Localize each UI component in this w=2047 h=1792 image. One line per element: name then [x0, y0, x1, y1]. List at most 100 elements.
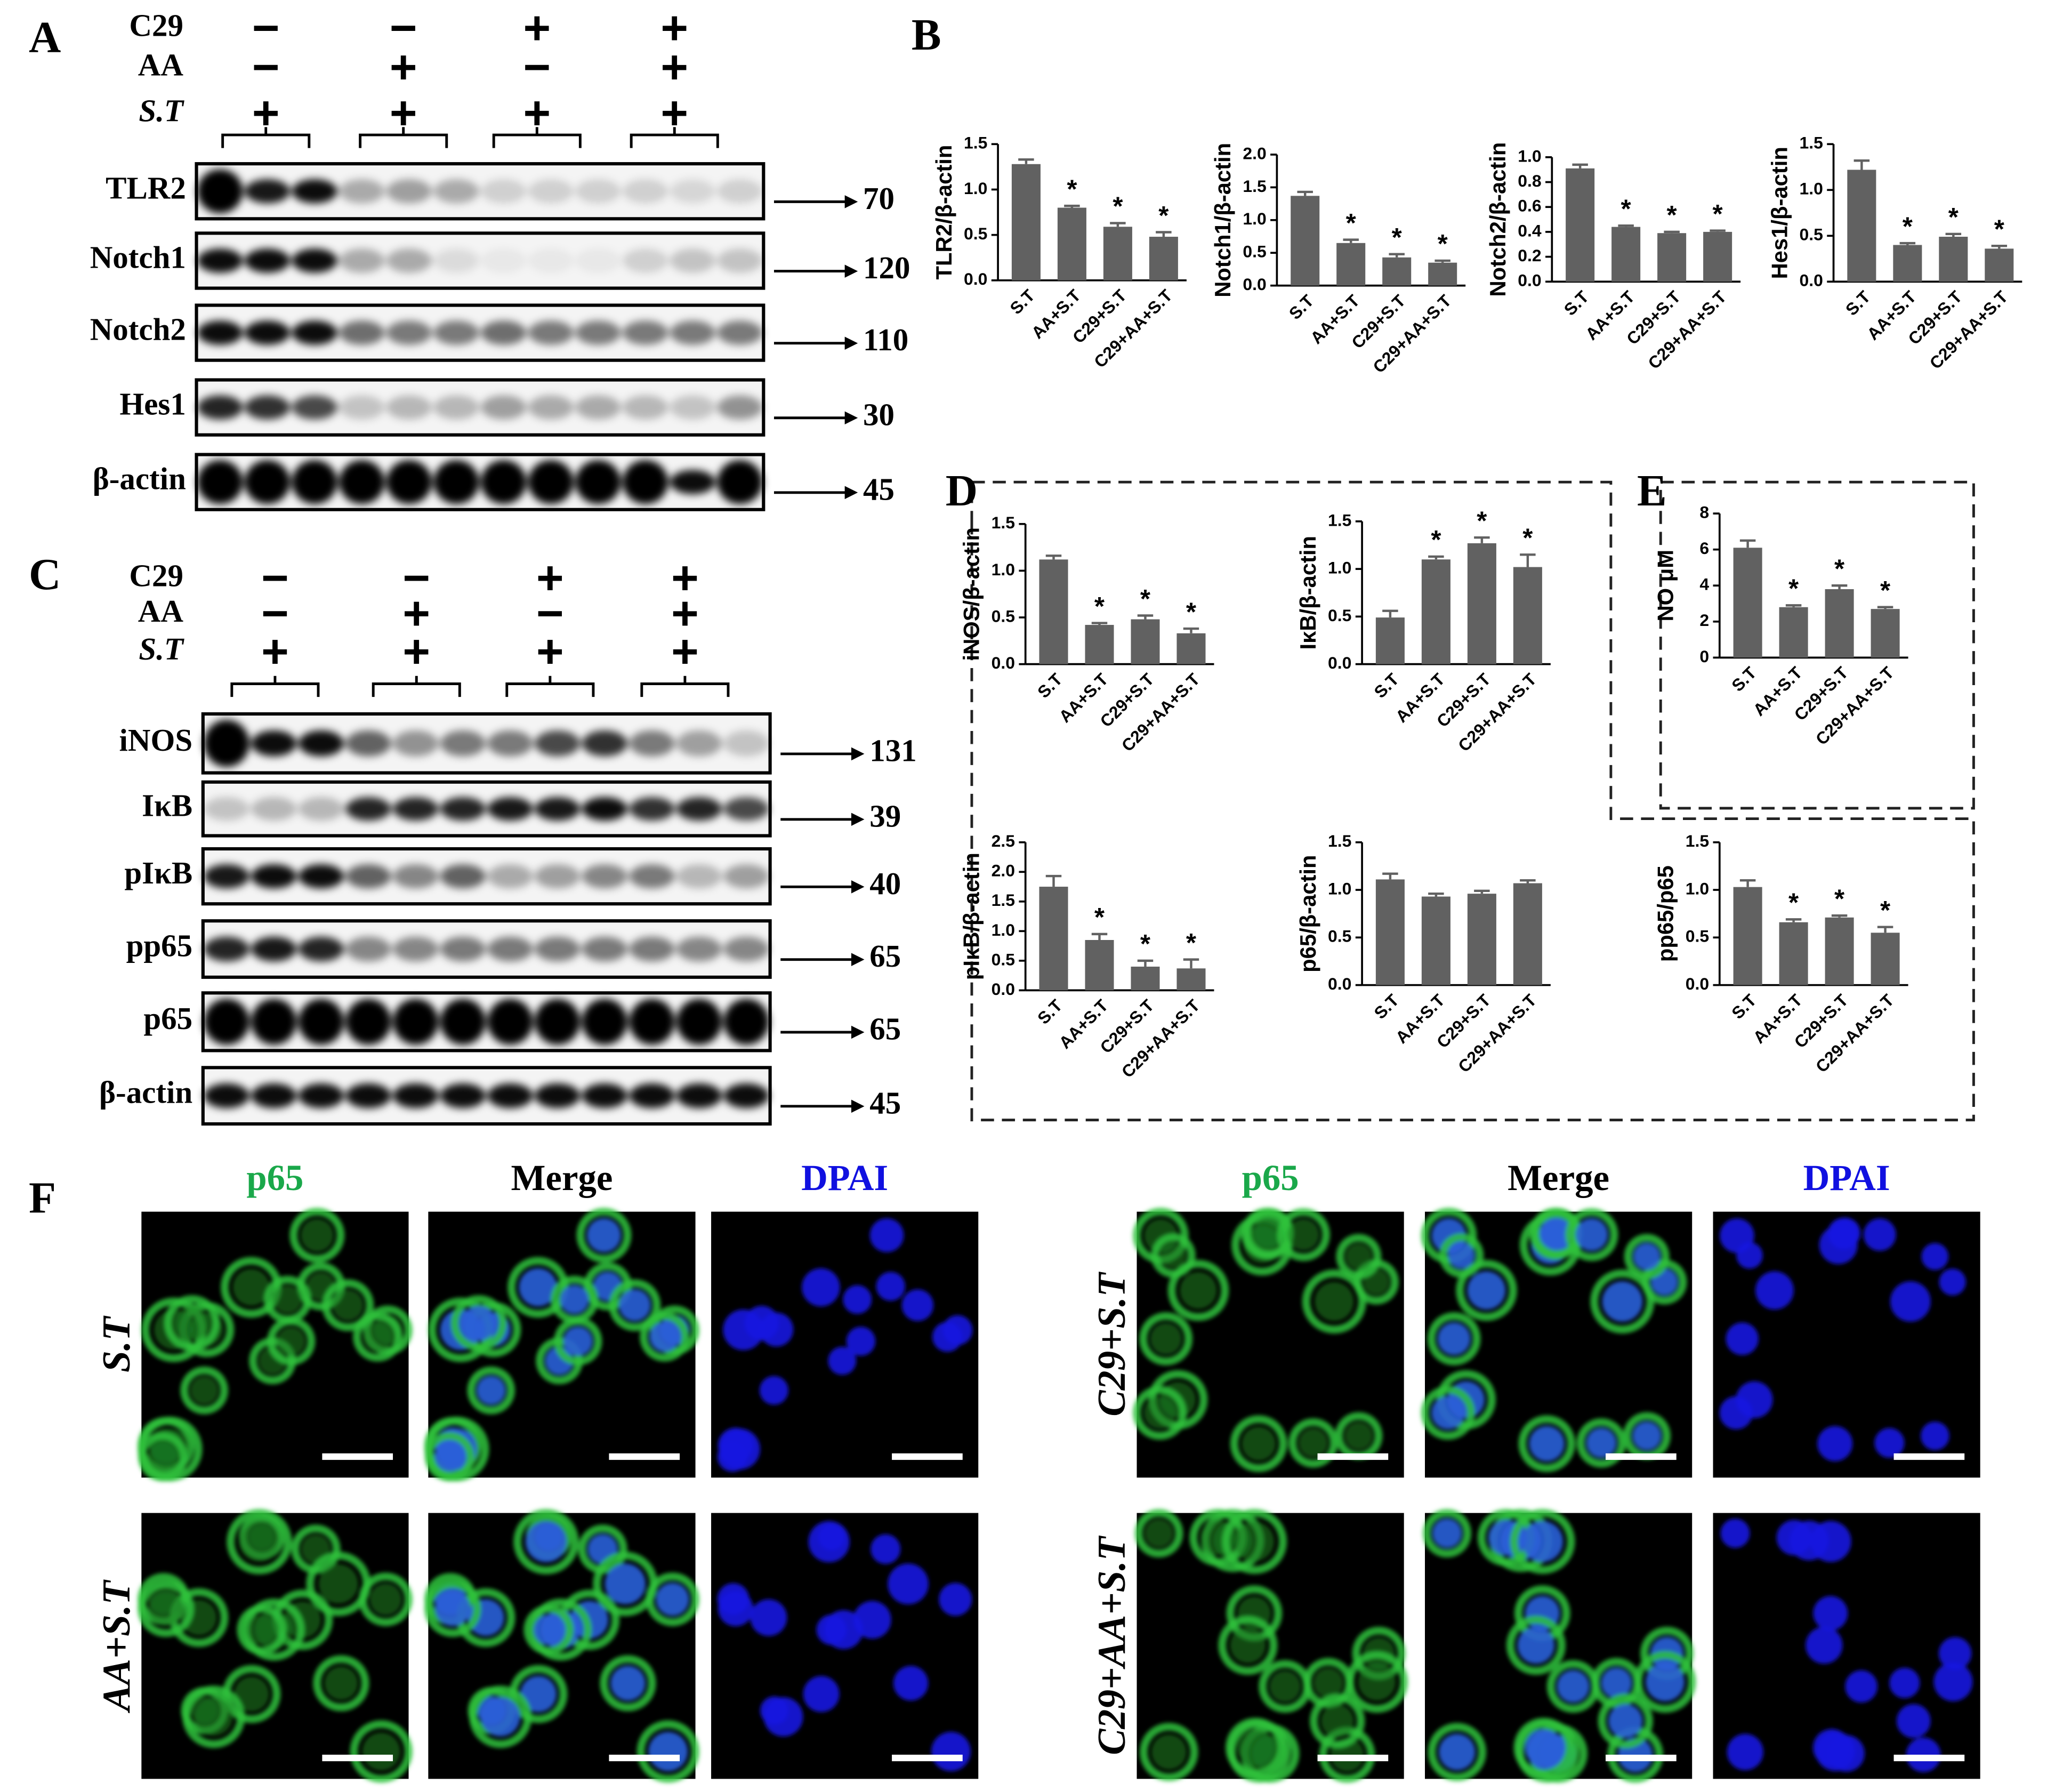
band: [629, 936, 675, 962]
band: [723, 730, 769, 757]
mw-label: 65: [869, 1011, 901, 1047]
bar: [1657, 233, 1687, 282]
band: [717, 248, 763, 273]
y-axis-label: NO μM: [1653, 550, 1678, 622]
cytoplasm: [164, 1295, 220, 1352]
band: [393, 1083, 439, 1108]
error-bar: [1853, 159, 1870, 170]
bar: [1382, 257, 1412, 286]
cytoplasm: [138, 1432, 188, 1482]
nucleus: [1921, 1243, 1949, 1271]
error-bar: [1474, 889, 1490, 894]
cell-body: [369, 1583, 402, 1616]
nucleus: [1602, 1281, 1643, 1322]
nucleus: [605, 1563, 646, 1604]
group-bracket: [359, 127, 448, 148]
cytoplasm: [1421, 1386, 1475, 1440]
nucleus: [1776, 1520, 1812, 1556]
bar: [1011, 164, 1041, 280]
significance-marker: *: [1788, 575, 1799, 604]
mw-arrowhead: [851, 880, 865, 894]
band: [298, 730, 344, 757]
nucleus: [648, 1732, 688, 1772]
error-bar: [1785, 604, 1802, 607]
treatment-label: C29: [129, 8, 183, 43]
band: [575, 179, 621, 204]
treatment-sign: +: [671, 625, 699, 678]
band: [386, 460, 432, 504]
channel-header: p65: [246, 1158, 303, 1198]
y-tick-label: 1.5: [1686, 831, 1709, 850]
nucleus: [520, 1676, 557, 1713]
band: [298, 864, 344, 889]
significance-marker: *: [1067, 175, 1077, 204]
bar: [1085, 625, 1114, 664]
blot-bands: [197, 320, 763, 345]
cytoplasm: [467, 1366, 515, 1415]
nucleus: [1575, 1218, 1608, 1251]
blot-label: iNOS: [119, 722, 193, 758]
error-bar: [1877, 606, 1893, 609]
band: [440, 730, 486, 757]
band: [251, 936, 297, 962]
band: [339, 248, 385, 273]
cytoplasm: [1151, 1233, 1196, 1278]
cytoplasm: [1427, 1312, 1481, 1365]
nucleus: [434, 1442, 465, 1472]
cell-body: [175, 1306, 209, 1340]
band: [723, 936, 769, 962]
mw-label: 45: [863, 471, 894, 507]
blot-background: [195, 453, 765, 511]
mw-arrowhead: [851, 813, 865, 826]
blot-label: Hes1: [119, 387, 186, 422]
cell-body: [1358, 1662, 1396, 1701]
cytoplasm: [180, 1366, 229, 1415]
y-tick-label: 4: [1699, 575, 1709, 594]
bar: [1985, 248, 2014, 282]
significance-marker: *: [1186, 598, 1197, 626]
blot-label: β-actin: [93, 461, 186, 496]
cytoplasm: [1288, 1418, 1338, 1468]
band: [197, 169, 243, 214]
nucleus: [888, 1563, 929, 1604]
band: [386, 320, 432, 345]
treatment-label: S.T: [139, 93, 184, 128]
band: [251, 797, 297, 821]
band: [298, 1083, 344, 1108]
significance-marker: *: [1788, 889, 1799, 918]
nucleus: [649, 1322, 680, 1352]
mw-label: 30: [863, 397, 894, 432]
error-bar: [1664, 230, 1680, 234]
blot-label: TLR2: [106, 170, 186, 205]
nucleus: [1813, 1729, 1851, 1766]
band: [386, 179, 432, 204]
band: [582, 936, 627, 962]
nucleus: [816, 1614, 847, 1645]
y-tick-label: 1.0: [1243, 209, 1266, 228]
band: [204, 797, 249, 821]
bar: [1779, 922, 1808, 985]
bar: [1176, 633, 1206, 664]
significance-marker: *: [1094, 592, 1105, 621]
band: [535, 797, 581, 821]
dashed-frames: [970, 480, 1975, 1122]
cytoplasm: [221, 1257, 282, 1318]
band: [298, 797, 344, 821]
significance-marker: *: [1346, 209, 1357, 238]
nucleus: [1827, 1218, 1860, 1250]
band: [535, 936, 581, 962]
bar: [1779, 607, 1808, 658]
y-tick-label: 0.0: [1799, 271, 1823, 290]
bar: [1149, 237, 1178, 280]
band: [251, 1083, 297, 1108]
error-bar: [1045, 874, 1062, 887]
bar: [1847, 170, 1876, 282]
y-tick-label: 0.8: [1518, 171, 1541, 190]
band: [676, 864, 722, 889]
treatment-sign: −: [252, 1, 280, 54]
treatment-label: S.T: [139, 631, 184, 666]
mw-arrowhead: [851, 747, 865, 761]
blot-background: [201, 780, 772, 838]
cell-body: [277, 1327, 305, 1356]
